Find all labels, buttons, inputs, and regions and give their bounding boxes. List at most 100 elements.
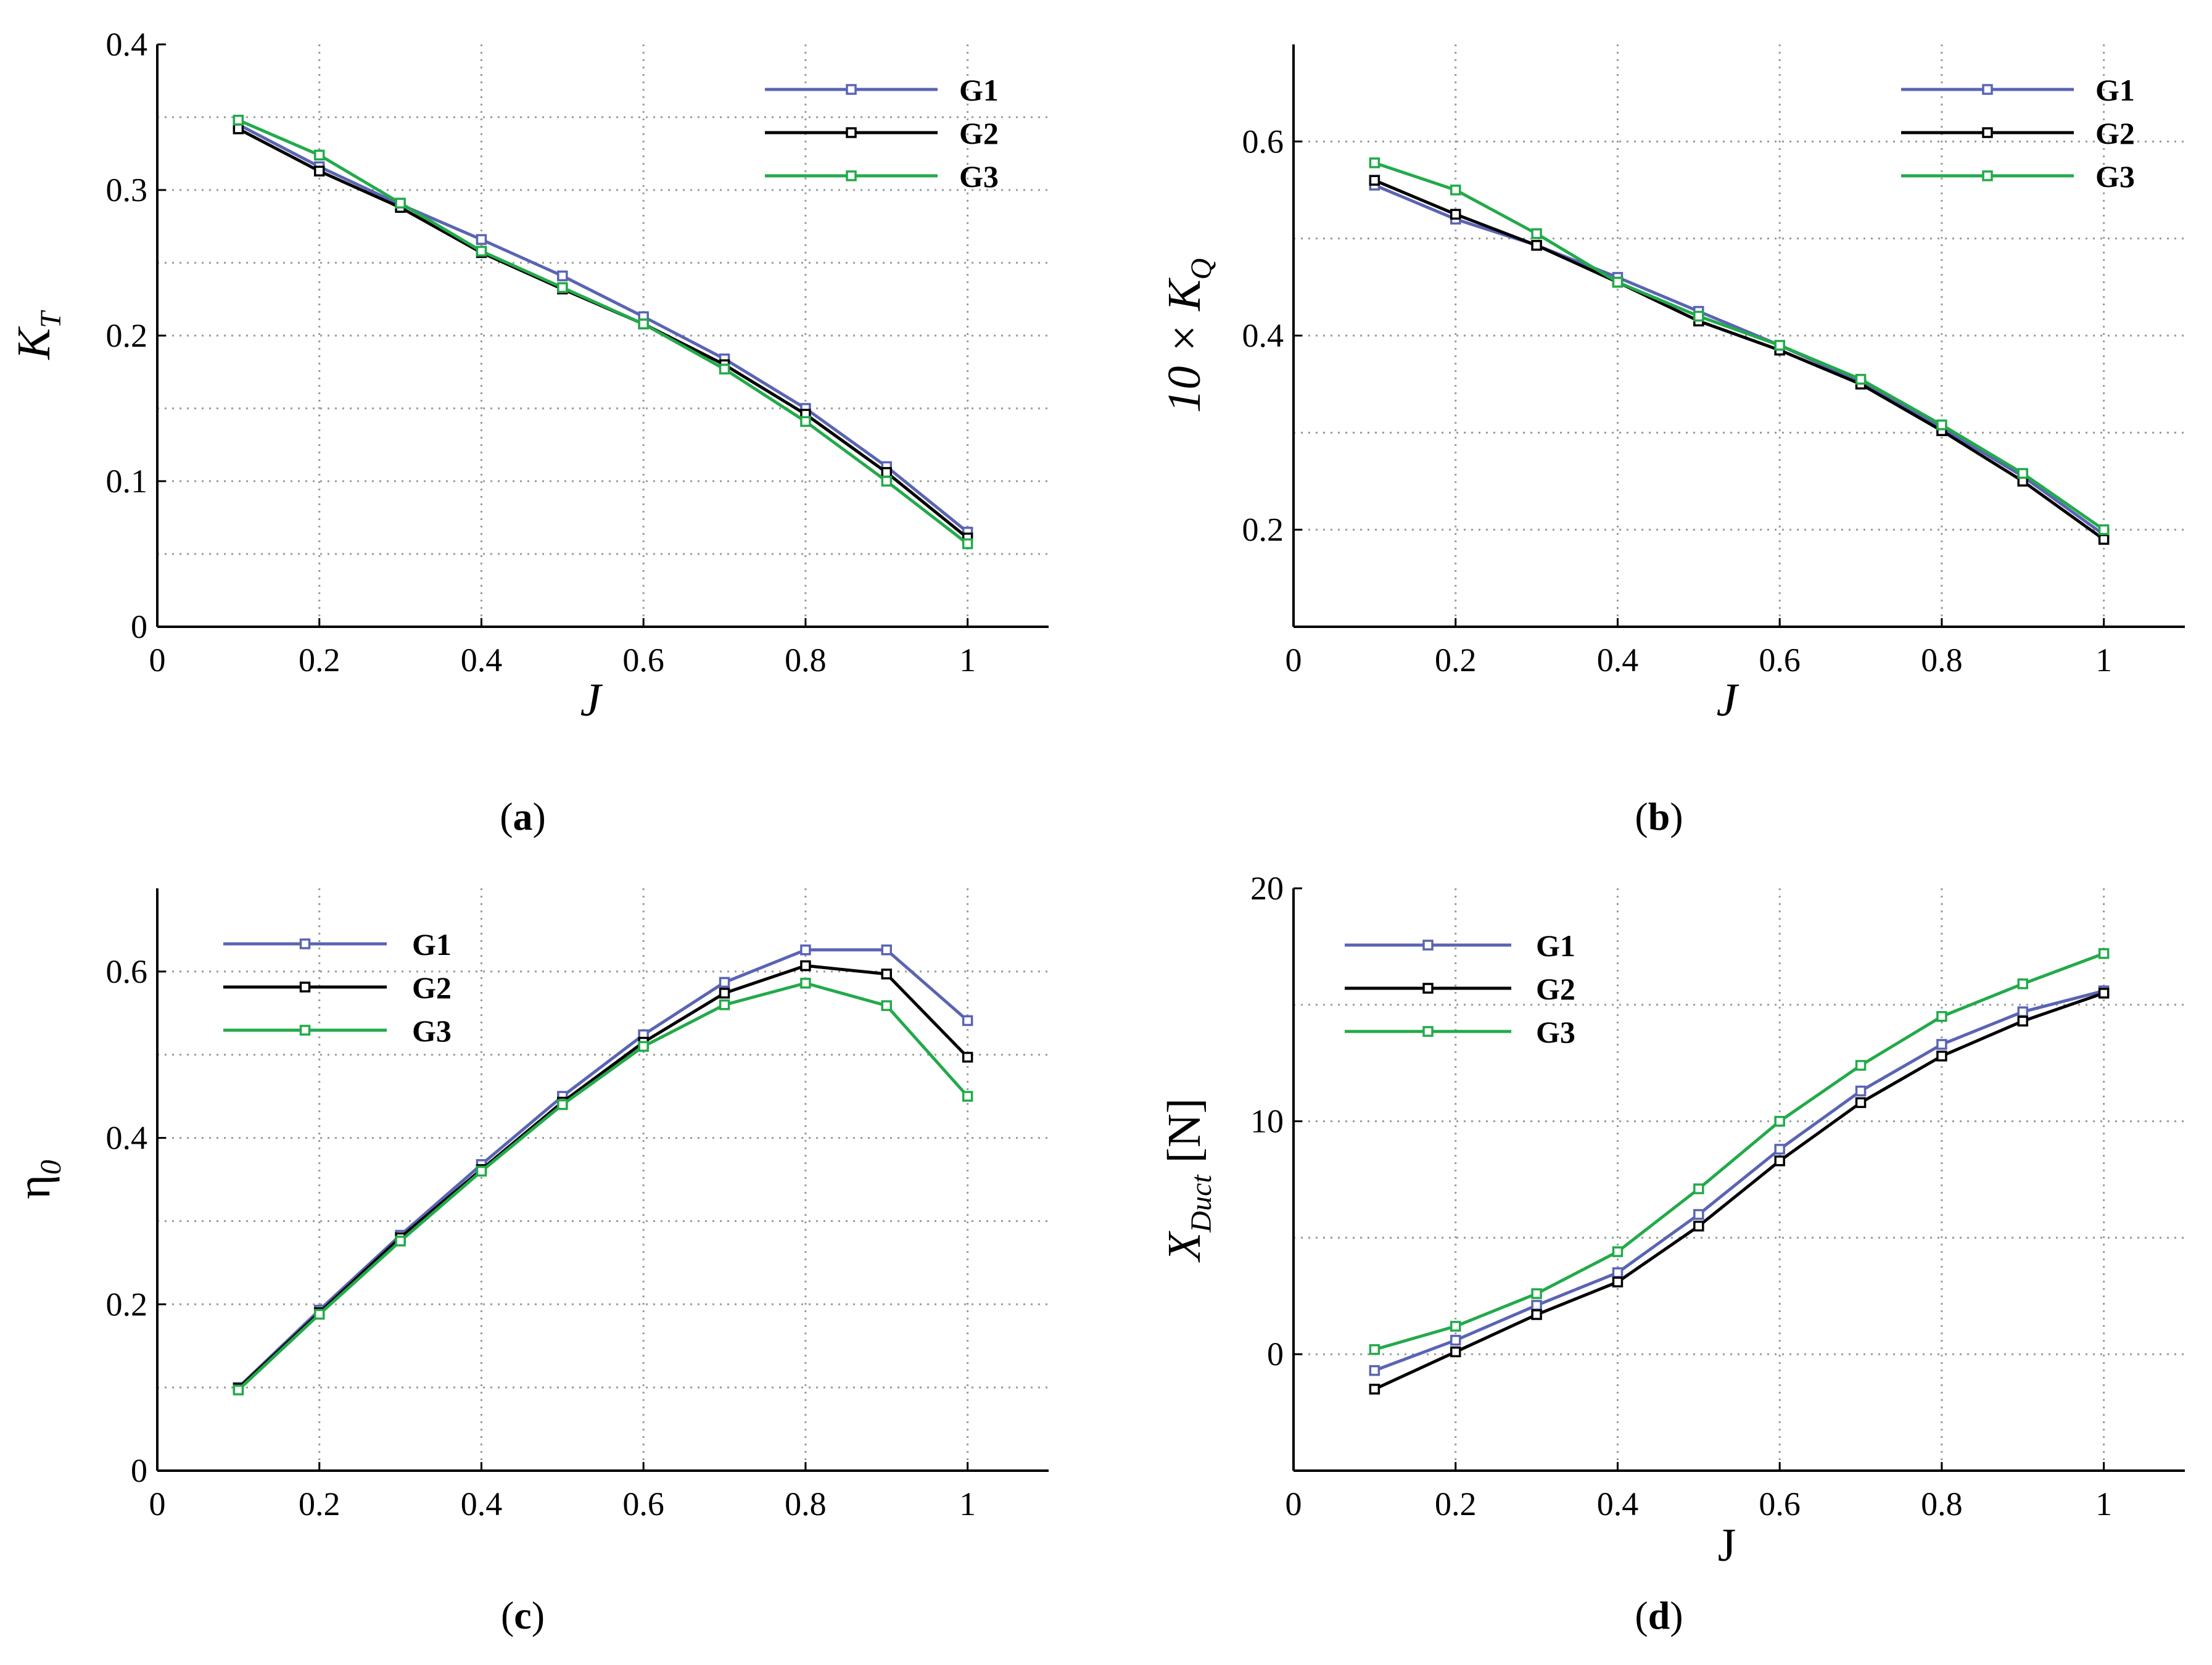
x-tick-label: 0.6 bbox=[622, 1485, 664, 1522]
data-point-g3 bbox=[1936, 1010, 1947, 1022]
x-tick-label: 0.4 bbox=[1597, 1485, 1639, 1522]
x-tick-label: 0 bbox=[1286, 1485, 1302, 1522]
chart-panel-a: 0 0.2 0.4 0.6 0.8 1 0 0.1 0.2 0.3 0.4 G1 G2 G3 J KT (a) bbox=[8, 26, 1049, 838]
data-point-g2 bbox=[313, 165, 325, 177]
x-tick-label: 1 bbox=[2095, 642, 2112, 679]
data-point-g3 bbox=[313, 1308, 325, 1320]
y-axis-label: KT bbox=[8, 310, 67, 360]
data-point-g1 bbox=[719, 977, 730, 988]
x-tick-label: 0.2 bbox=[299, 642, 340, 679]
data-point-g2 bbox=[1774, 1155, 1785, 1167]
y-tick-label: 0.2 bbox=[106, 1286, 148, 1323]
series-line-g2 bbox=[1374, 991, 2105, 1391]
y-tick-label: 0.2 bbox=[106, 317, 148, 354]
data-point-g1 bbox=[1612, 1267, 1624, 1278]
x-tick-label: 0.4 bbox=[461, 1485, 503, 1522]
x-tick-label: 1 bbox=[959, 642, 976, 679]
legend-label-g1: G1 bbox=[1536, 928, 1575, 963]
data-point-g2 bbox=[2017, 1015, 2029, 1027]
x-tick-label: 0 bbox=[149, 642, 166, 679]
legend-label-g1: G1 bbox=[412, 927, 452, 962]
data-point-g3 bbox=[1693, 1183, 1704, 1194]
y-tick-label: 0.6 bbox=[1242, 123, 1284, 160]
data-point-g1 bbox=[1369, 1365, 1380, 1376]
y-tick-label: 0.3 bbox=[106, 171, 148, 209]
data-point-g3 bbox=[476, 246, 487, 257]
data-point-g1 bbox=[1936, 1039, 1947, 1050]
data-point-g3 bbox=[476, 1165, 487, 1177]
data-point-g3 bbox=[1774, 1115, 1785, 1127]
data-point-g1 bbox=[1450, 1334, 1461, 1346]
data-point-g1 bbox=[476, 234, 487, 245]
legend-label-g3: G3 bbox=[1536, 1015, 1575, 1049]
x-tick-label: 0.6 bbox=[622, 642, 664, 679]
data-point-g3 bbox=[2017, 978, 2029, 989]
legend-marker-g1 bbox=[1422, 940, 1434, 951]
data-point-g2 bbox=[1936, 1051, 1947, 1062]
x-tick-label: 0.6 bbox=[1759, 1485, 1801, 1522]
legend: G1 G2 G3 bbox=[765, 73, 999, 194]
chart-panel-c: 0 0.2 0.4 0.6 0.8 1 0 0.2 0.4 0.6 G1 G2 G3 η0 (c) bbox=[8, 888, 1049, 1637]
data-point-g3 bbox=[1369, 157, 1380, 168]
data-point-g3 bbox=[1450, 1321, 1461, 1332]
x-tick-label: 0 bbox=[1286, 642, 1302, 679]
data-point-g1 bbox=[881, 944, 893, 956]
series-line-g1 bbox=[1374, 183, 2105, 536]
data-point-g1 bbox=[800, 944, 811, 956]
series-line-g3 bbox=[1374, 952, 2105, 1352]
data-point-g3 bbox=[1369, 1344, 1380, 1355]
legend-label-g3: G3 bbox=[412, 1014, 452, 1048]
data-point-g2 bbox=[1450, 1346, 1461, 1358]
data-point-g1 bbox=[1693, 1208, 1704, 1220]
data-point-g3 bbox=[800, 977, 811, 989]
data-point-g3 bbox=[800, 416, 811, 427]
legend-marker-g2 bbox=[299, 981, 311, 993]
y-tick-label: 0 bbox=[131, 1452, 147, 1489]
series-line-g1 bbox=[1374, 989, 2105, 1372]
data-point-g3 bbox=[1450, 184, 1461, 196]
data-point-g3 bbox=[2098, 948, 2110, 959]
data-point-g2 bbox=[881, 467, 893, 478]
legend-marker-g2 bbox=[1982, 127, 1993, 138]
data-point-g3 bbox=[2017, 468, 2029, 479]
x-axis-label: J bbox=[580, 674, 603, 726]
x-tick-label: 0.8 bbox=[1921, 642, 1963, 679]
legend-marker-g3 bbox=[1982, 170, 1993, 181]
data-point-g2 bbox=[1693, 1220, 1704, 1232]
series-line-g3 bbox=[237, 118, 969, 545]
data-point-g3 bbox=[395, 1236, 406, 1247]
data-point-g3 bbox=[1936, 419, 1947, 431]
data-point-g2 bbox=[1369, 175, 1380, 186]
data-point-g2 bbox=[2098, 988, 2110, 999]
data-point-g2 bbox=[1369, 1384, 1380, 1395]
legend-label-g2: G2 bbox=[959, 116, 999, 151]
y-tick-label: 0.6 bbox=[106, 953, 148, 990]
data-point-g3 bbox=[1855, 1060, 1867, 1071]
data-point-g1 bbox=[1774, 1144, 1785, 1155]
legend-label-g3: G3 bbox=[959, 159, 999, 194]
data-point-g3 bbox=[1855, 374, 1867, 385]
data-point-g3 bbox=[719, 363, 730, 375]
x-tick-label: 0.4 bbox=[1597, 642, 1639, 679]
y-axis-label: η0 bbox=[8, 1160, 67, 1199]
y-tick-label: 0.4 bbox=[106, 1120, 148, 1157]
data-point-g3 bbox=[557, 282, 568, 293]
legend-marker-g2 bbox=[1422, 983, 1434, 994]
legend: G1 G2 G3 bbox=[1901, 73, 2135, 194]
y-tick-label: 0 bbox=[131, 608, 147, 645]
data-point-g3 bbox=[638, 1041, 649, 1052]
data-point-g2 bbox=[233, 123, 244, 134]
legend-label-g2: G2 bbox=[412, 970, 452, 1005]
data-point-g1 bbox=[962, 1015, 973, 1027]
data-point-g1 bbox=[2017, 1006, 2029, 1017]
legend-marker-g1 bbox=[1982, 84, 1993, 95]
data-point-g3 bbox=[962, 1091, 973, 1102]
data-point-g3 bbox=[313, 149, 325, 161]
legend-label-g3: G3 bbox=[2095, 159, 2135, 194]
x-tick-label: 0.8 bbox=[785, 1485, 827, 1522]
data-point-g2 bbox=[881, 969, 893, 980]
data-point-g3 bbox=[557, 1099, 568, 1110]
data-point-g3 bbox=[1612, 276, 1624, 288]
data-point-g3 bbox=[1774, 339, 1785, 351]
